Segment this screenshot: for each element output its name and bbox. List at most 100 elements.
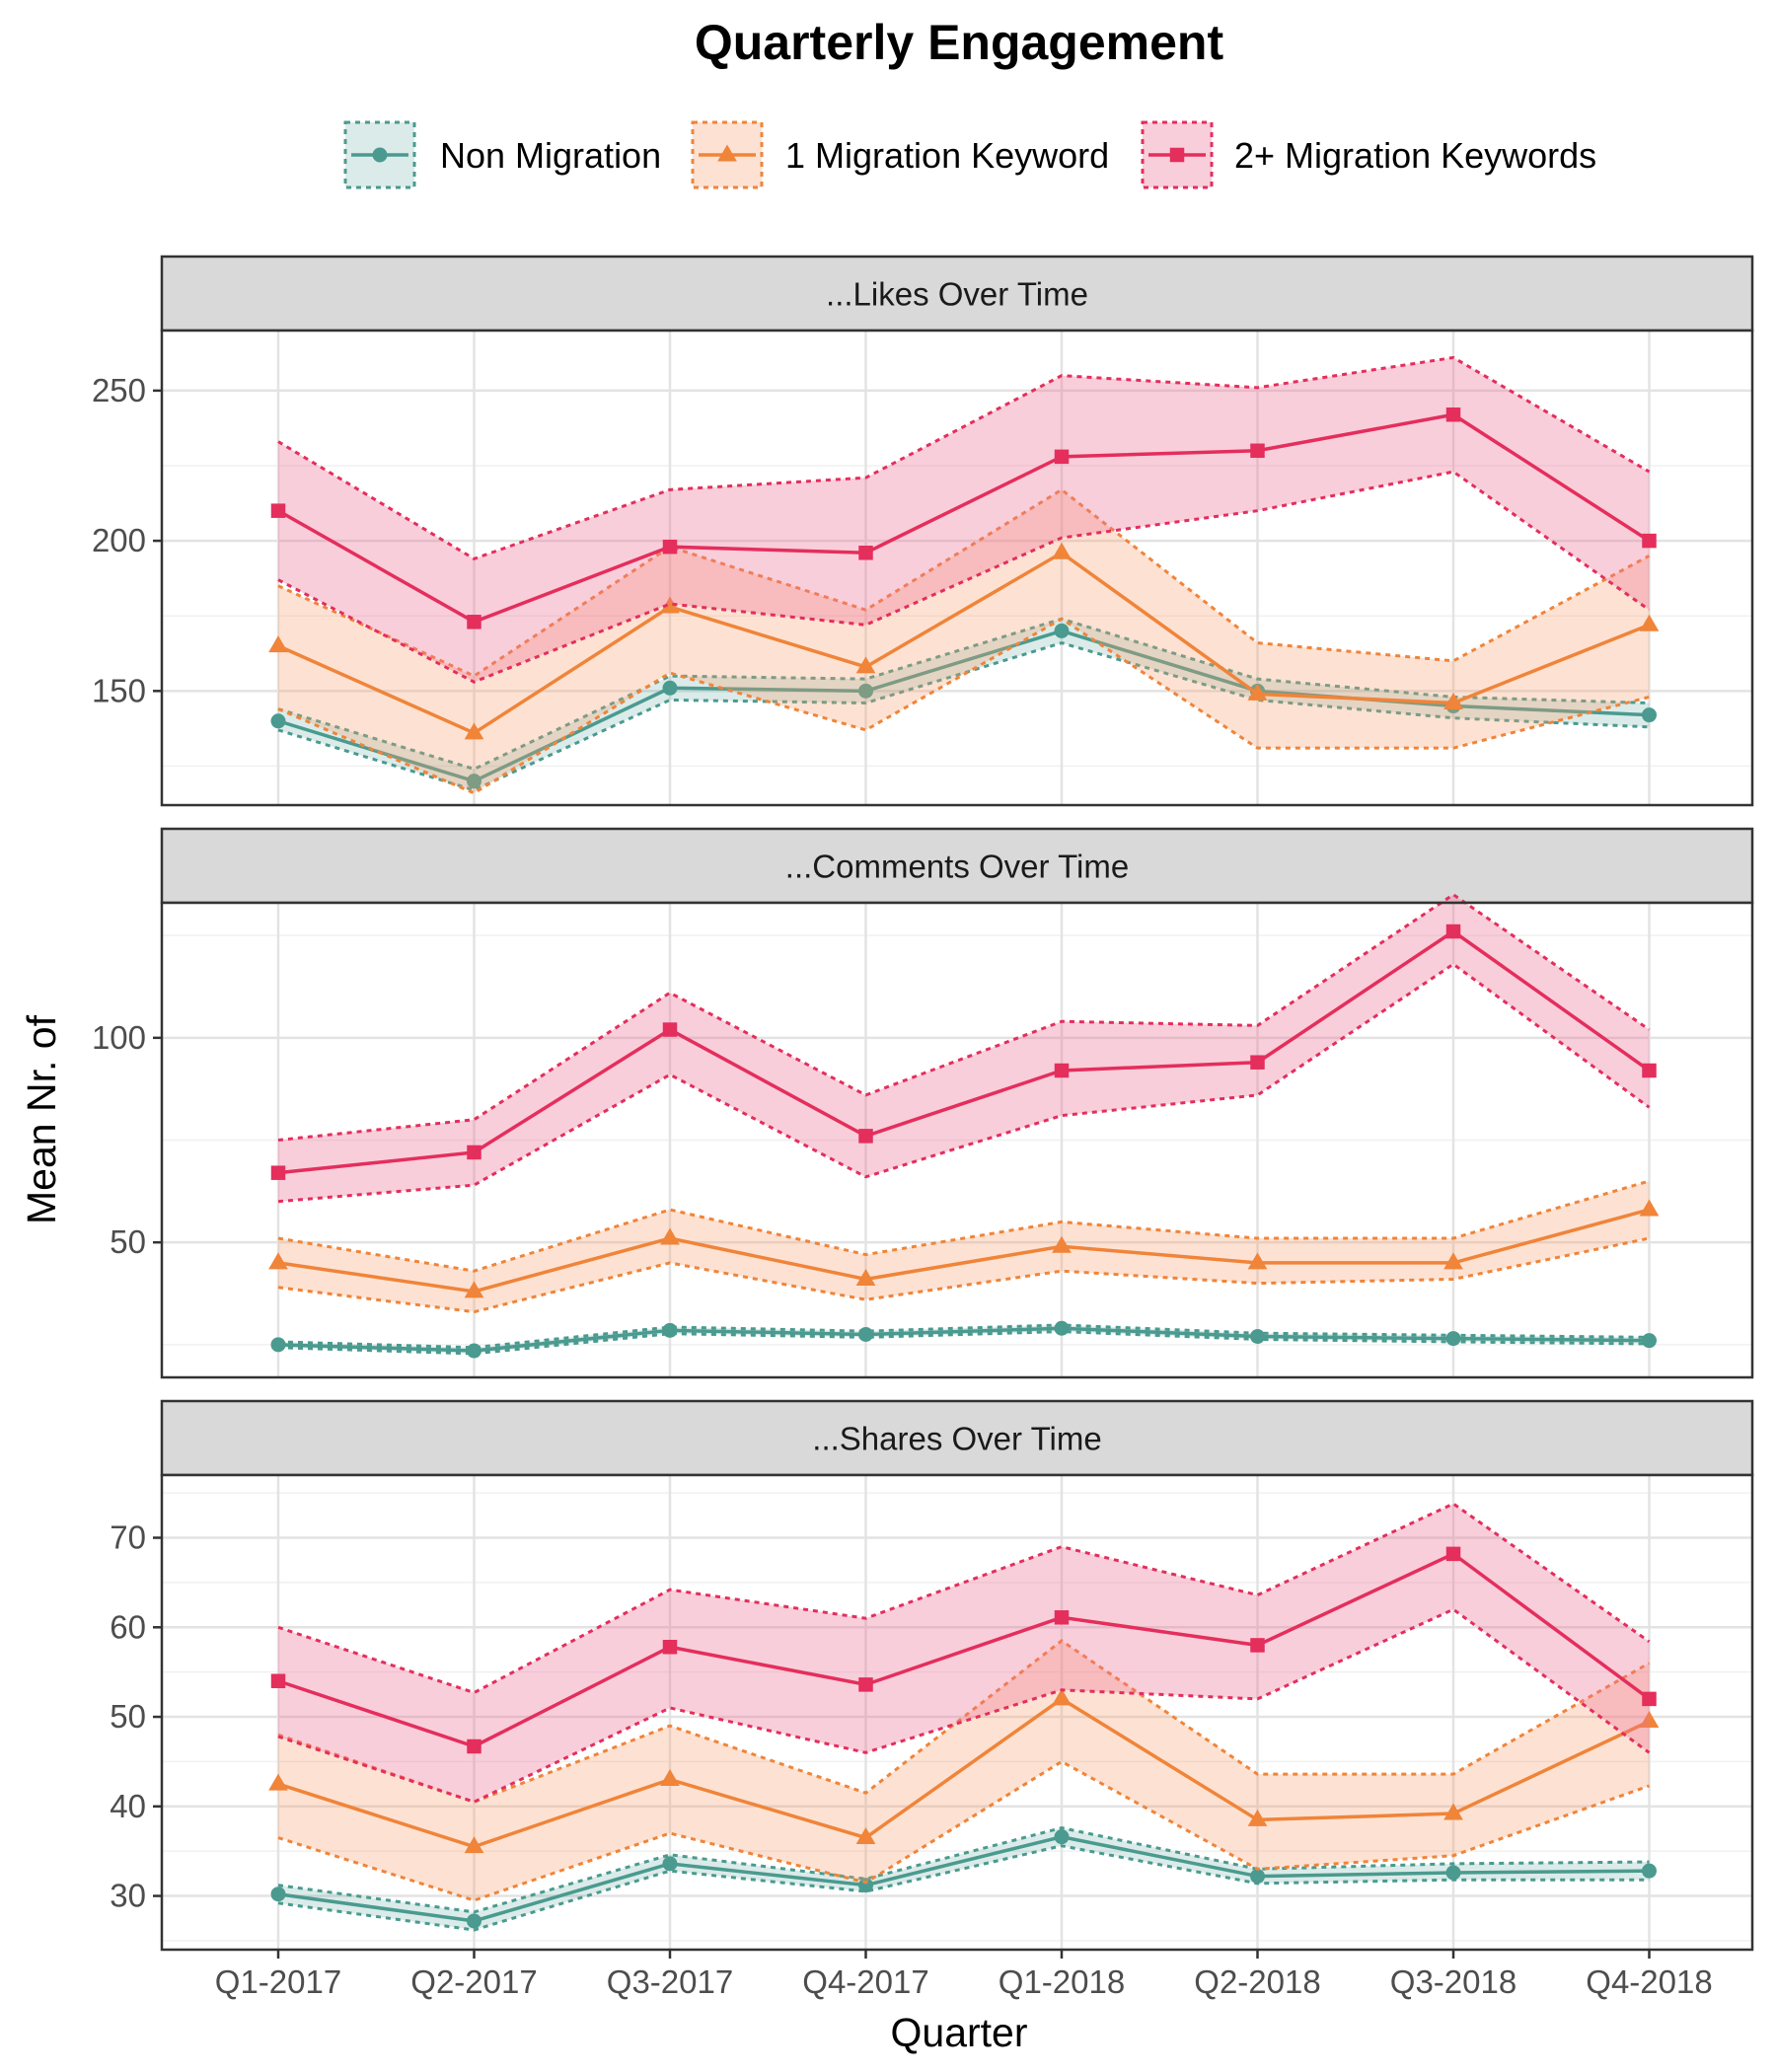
band-lower-bound <box>277 1759 1651 1902</box>
data-point <box>1642 707 1657 723</box>
data-point <box>1639 1199 1660 1217</box>
data-point <box>464 1836 484 1854</box>
data-point <box>268 1773 288 1791</box>
x-tick-label: Q2-2017 <box>410 1963 537 2000</box>
data-point <box>467 1343 481 1359</box>
data-point <box>855 1827 876 1845</box>
x-tick-label: Q1-2017 <box>215 1963 341 2000</box>
series-line <box>277 1551 1651 1748</box>
data-point <box>662 539 678 555</box>
data-point <box>1639 614 1660 631</box>
data-point <box>660 1769 680 1787</box>
data-point <box>1250 443 1265 459</box>
series-line <box>277 629 1650 783</box>
data-point <box>467 1913 481 1929</box>
x-tick-label: Q4-2018 <box>1586 1963 1712 2000</box>
data-point <box>1639 1711 1660 1729</box>
y-tick-label: 70 <box>110 1519 146 1556</box>
data-point <box>1443 1803 1463 1820</box>
x-tick-label: Q3-2017 <box>607 1963 733 2000</box>
data-point <box>1445 407 1461 422</box>
y-tick-label: 100 <box>92 1019 146 1056</box>
data-point <box>1250 1638 1265 1653</box>
data-point <box>1445 924 1461 939</box>
x-axis: Q1-2017 Q2-2017 Q3-2017 Q4-2017 Q1-2018 Q2-20… <box>215 1950 1713 2000</box>
legend-label: Non Migration <box>440 135 661 176</box>
data-point <box>855 656 876 674</box>
data-point <box>1052 1688 1072 1706</box>
y-tick-label: 50 <box>110 1698 146 1735</box>
data-point <box>467 615 481 629</box>
band-lower-bound <box>277 617 1650 795</box>
data-point <box>467 1145 481 1160</box>
band-upper-bound <box>277 1323 1650 1350</box>
legend-label: 2+ Migration Keywords <box>1234 135 1596 176</box>
data-point <box>858 1878 873 1893</box>
data-point <box>1445 1331 1461 1347</box>
series-line <box>277 1696 1651 1849</box>
band-lower-bound <box>277 1330 1650 1356</box>
facet-strip <box>160 827 1754 905</box>
y-tick-label: 40 <box>110 1788 146 1824</box>
data-point <box>858 1326 873 1342</box>
data-point <box>1054 1610 1070 1625</box>
series-2-migration-keywords <box>270 892 1657 1204</box>
legend: Non Migration 1 Migration Keyword 2+ Migra… <box>343 120 1596 189</box>
confidence-band <box>278 1324 1650 1354</box>
confidence-band <box>278 1640 1650 1901</box>
panel-likes-over-time: ...Likes Over Time 150 200 250 <box>92 255 1754 807</box>
series-1-migration-keyword <box>268 1639 1660 1902</box>
data-point <box>858 683 873 699</box>
panel-border <box>160 901 1754 1379</box>
confidence-band <box>278 619 1650 790</box>
x-tick-label: Q3-2018 <box>1390 1963 1517 2000</box>
y-tick-label: 60 <box>110 1608 146 1645</box>
data-point <box>1054 1829 1070 1845</box>
confidence-band <box>278 894 1650 1202</box>
data-point <box>464 1281 484 1298</box>
band-upper-bound <box>277 355 1651 561</box>
panel-border <box>160 1473 1754 1952</box>
data-point <box>268 635 288 653</box>
legend-item-2-migration-keywords: 2+ Migration Keywords <box>1141 120 1596 189</box>
data-point <box>270 1673 286 1688</box>
chart-title: Quarterly Engagement <box>695 15 1224 70</box>
x-axis-title: Quarter <box>891 2010 1028 2055</box>
band-lower-bound <box>277 1236 1650 1314</box>
x-tick-label: Q2-2018 <box>1194 1963 1320 2000</box>
y-tick-label: 250 <box>92 372 146 408</box>
legend-item-non-migration: Non Migration <box>343 120 661 189</box>
data-point <box>1054 623 1070 638</box>
data-point <box>270 713 286 729</box>
data-point <box>1642 533 1657 549</box>
y-tick-label: 50 <box>110 1223 146 1260</box>
data-point <box>1247 683 1268 701</box>
y-axis-title: Mean Nr. of <box>19 1014 64 1224</box>
data-point <box>270 503 286 518</box>
series-non-migration <box>270 1826 1657 1932</box>
series-1-migration-keyword <box>268 487 1660 795</box>
band-lower-bound <box>277 1844 1650 1932</box>
band-lower-bound <box>277 470 1651 684</box>
series-2-migration-keywords <box>270 355 1657 684</box>
y-tick-label: 200 <box>92 522 146 558</box>
data-point <box>1054 449 1070 465</box>
series-line <box>277 1326 1650 1353</box>
data-point <box>858 1129 873 1144</box>
confidence-band <box>278 357 1650 683</box>
band-lower-bound <box>277 641 1650 792</box>
data-point <box>1642 1063 1657 1078</box>
data-point <box>662 1322 678 1338</box>
data-point <box>270 1887 286 1902</box>
band-upper-bound <box>277 1826 1650 1914</box>
data-point <box>858 546 873 560</box>
confidence-band <box>278 1827 1650 1931</box>
panel-shares-over-time: ...Shares Over Time 30 40 50 60 70 <box>110 1399 1754 1952</box>
facet-strip-label: ...Shares Over Time <box>812 1421 1101 1457</box>
data-point <box>467 774 481 789</box>
series-2-migration-keywords <box>270 1502 1657 1804</box>
data-point <box>467 1739 481 1754</box>
data-point <box>855 1268 876 1286</box>
data-point <box>1642 1863 1657 1879</box>
data-point <box>1443 692 1463 709</box>
